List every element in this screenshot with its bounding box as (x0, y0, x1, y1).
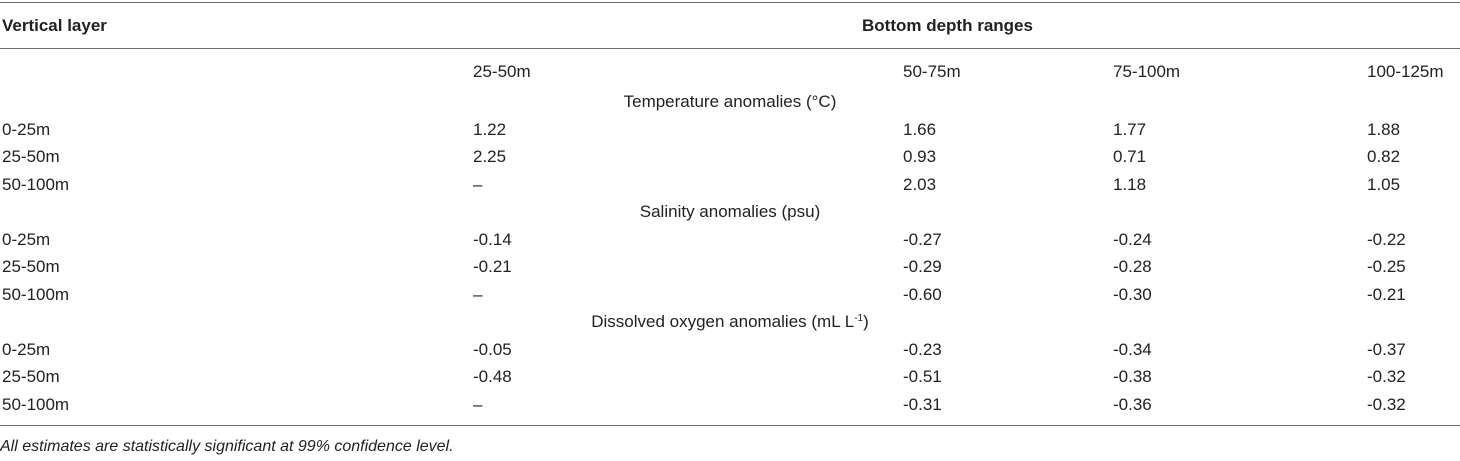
table-cell: -0.32 (1367, 367, 1406, 386)
table-cell: -0.37 (1367, 339, 1406, 359)
row-layer-label: 25-50m (2, 367, 60, 386)
header-bottom-depth-ranges: Bottom depth ranges (862, 16, 1033, 35)
table-cell: 2.25 (473, 147, 507, 166)
table-cell: -0.34 (1113, 339, 1152, 359)
table-cell: -0.36 (1113, 394, 1152, 414)
table-cell: -0.32 (1367, 394, 1406, 414)
column-header: 25-50m (473, 62, 531, 81)
table-cell: -0.38 (1113, 367, 1152, 386)
table-cell: – (473, 174, 483, 194)
header-vertical-layer: Vertical layer (2, 16, 107, 35)
table-cell: 1.77 (1113, 119, 1147, 139)
table-cell: -0.29 (903, 257, 942, 276)
row-layer-label: 0-25m (2, 229, 51, 249)
footnote: All estimates are statistically signific… (0, 438, 454, 455)
row-layer-label: 50-100m (2, 284, 70, 304)
row-layer-label: 25-50m (2, 147, 60, 166)
table-cell: – (473, 284, 483, 304)
table-cell: 0.82 (1367, 147, 1401, 166)
column-header: 100-125m (1367, 62, 1444, 81)
table-cell: 1.18 (1113, 174, 1147, 194)
table-cell: 0.71 (1113, 147, 1147, 166)
section-title: Temperature anomalies (°C) (623, 92, 837, 111)
table-cell: 1.05 (1367, 174, 1401, 194)
section-title: Salinity anomalies (psu) (639, 202, 821, 221)
column-header: 50-75m (903, 62, 961, 81)
table-cell: -0.30 (1113, 284, 1152, 304)
table-cell: -0.31 (903, 394, 942, 414)
table-cell: 0.93 (903, 147, 937, 166)
table-cell: -0.48 (473, 367, 512, 386)
table-cell: 1.88 (1367, 119, 1401, 139)
table-cell: 1.66 (903, 119, 937, 139)
table-cell: -0.21 (473, 257, 512, 276)
table-cell: -0.14 (473, 229, 512, 249)
row-layer-label: 25-50m (2, 257, 60, 276)
row-layer-label: 50-100m (2, 174, 70, 194)
row-layer-label: 0-25m (2, 339, 51, 359)
table-cell: -0.23 (903, 339, 942, 359)
table-cell: -0.05 (473, 339, 512, 359)
bottom-rule (0, 425, 1460, 426)
row-layer-label: 50-100m (2, 394, 70, 414)
table-cell: -0.22 (1367, 229, 1406, 249)
table-cell: -0.25 (1367, 257, 1406, 276)
column-header: 75-100m (1113, 62, 1181, 81)
table-cell: -0.21 (1367, 284, 1406, 304)
top-rule (0, 2, 1460, 3)
table-cell: -0.51 (903, 367, 942, 386)
section-title: Dissolved oxygen anomalies (mL L-1) (591, 312, 869, 331)
header-rule (0, 48, 1460, 49)
table-cell: – (473, 394, 483, 414)
table-cell: -0.24 (1113, 229, 1152, 249)
table-cell: -0.28 (1113, 257, 1152, 276)
table-cell: 2.03 (903, 174, 937, 194)
table-cell: -0.27 (903, 229, 942, 249)
table-cell: -0.60 (903, 284, 942, 304)
row-layer-label: 0-25m (2, 119, 51, 139)
table-cell: 1.22 (473, 119, 507, 139)
